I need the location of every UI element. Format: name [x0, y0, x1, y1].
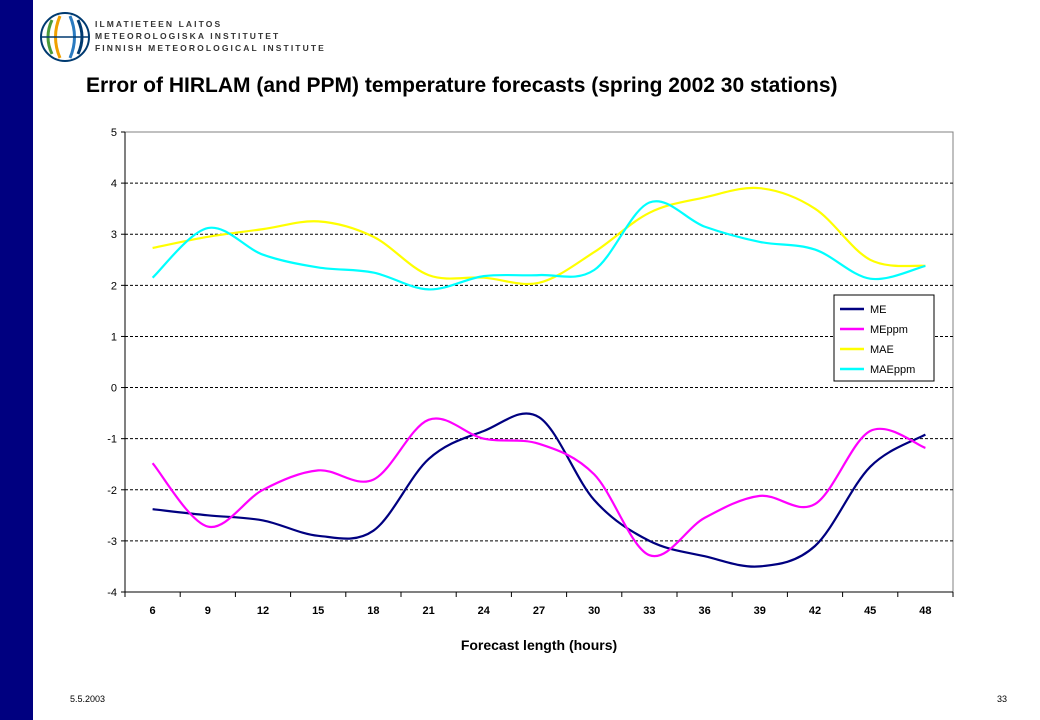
y-tick-label: -3: [107, 536, 117, 548]
series-line-meppm: [151, 417, 926, 558]
x-tick-label: 33: [643, 605, 655, 617]
x-tick-label: 12: [257, 605, 269, 617]
side-bar: [0, 0, 33, 720]
y-tick-label: 1: [111, 331, 117, 343]
y-tick-label: 5: [111, 127, 117, 139]
legend-label: MAE: [870, 344, 894, 356]
y-tick-label: 4: [111, 178, 117, 190]
x-tick-label: 36: [698, 605, 710, 617]
x-tick-label: 6: [150, 605, 156, 617]
page-title: Error of HIRLAM (and PPM) temperature fo…: [86, 74, 838, 97]
org-line-en: FINNISH METEOROLOGICAL INSTITUTE: [95, 43, 326, 53]
y-tick-label: -2: [107, 485, 117, 497]
x-tick-label: 18: [367, 605, 379, 617]
x-tick-label: 24: [478, 605, 491, 617]
y-tick-label: -1: [107, 434, 117, 446]
x-tick-label: 45: [864, 605, 876, 617]
y-tick-label: 0: [111, 383, 117, 395]
x-tick-label: 30: [588, 605, 600, 617]
series-line-maeppm: [151, 200, 926, 291]
y-tick-label: 2: [111, 280, 117, 292]
plot-area: [124, 131, 954, 593]
x-tick-label: 15: [312, 605, 324, 617]
org-line-fi: ILMATIETEEN LAITOS: [95, 19, 223, 29]
series-line-mae: [152, 186, 926, 286]
x-tick-label: 48: [919, 605, 931, 617]
x-tick-label: 27: [533, 605, 545, 617]
x-tick-label: 9: [205, 605, 211, 617]
page-number: 33: [997, 694, 1008, 704]
y-tick-label: 3: [111, 229, 117, 241]
legend-label: MEppm: [870, 324, 908, 336]
x-tick-label: 21: [422, 605, 434, 617]
x-tick-label: 42: [809, 605, 821, 617]
x-tick-label: 39: [754, 605, 766, 617]
y-tick-label: -4: [107, 587, 117, 599]
org-line-sv: METEOROLOGISKA INSTITUTET: [95, 31, 281, 41]
footer-date: 5.5.2003: [70, 694, 106, 704]
legend-label: ME: [870, 304, 887, 316]
x-axis-label: Forecast length (hours): [461, 637, 617, 653]
series-line-me: [152, 412, 926, 568]
legend-label: MAEppm: [870, 364, 915, 376]
organization-name: ILMATIETEEN LAITOS METEOROLOGISKA INSTIT…: [95, 18, 326, 54]
fmi-logo-icon: [40, 12, 90, 62]
